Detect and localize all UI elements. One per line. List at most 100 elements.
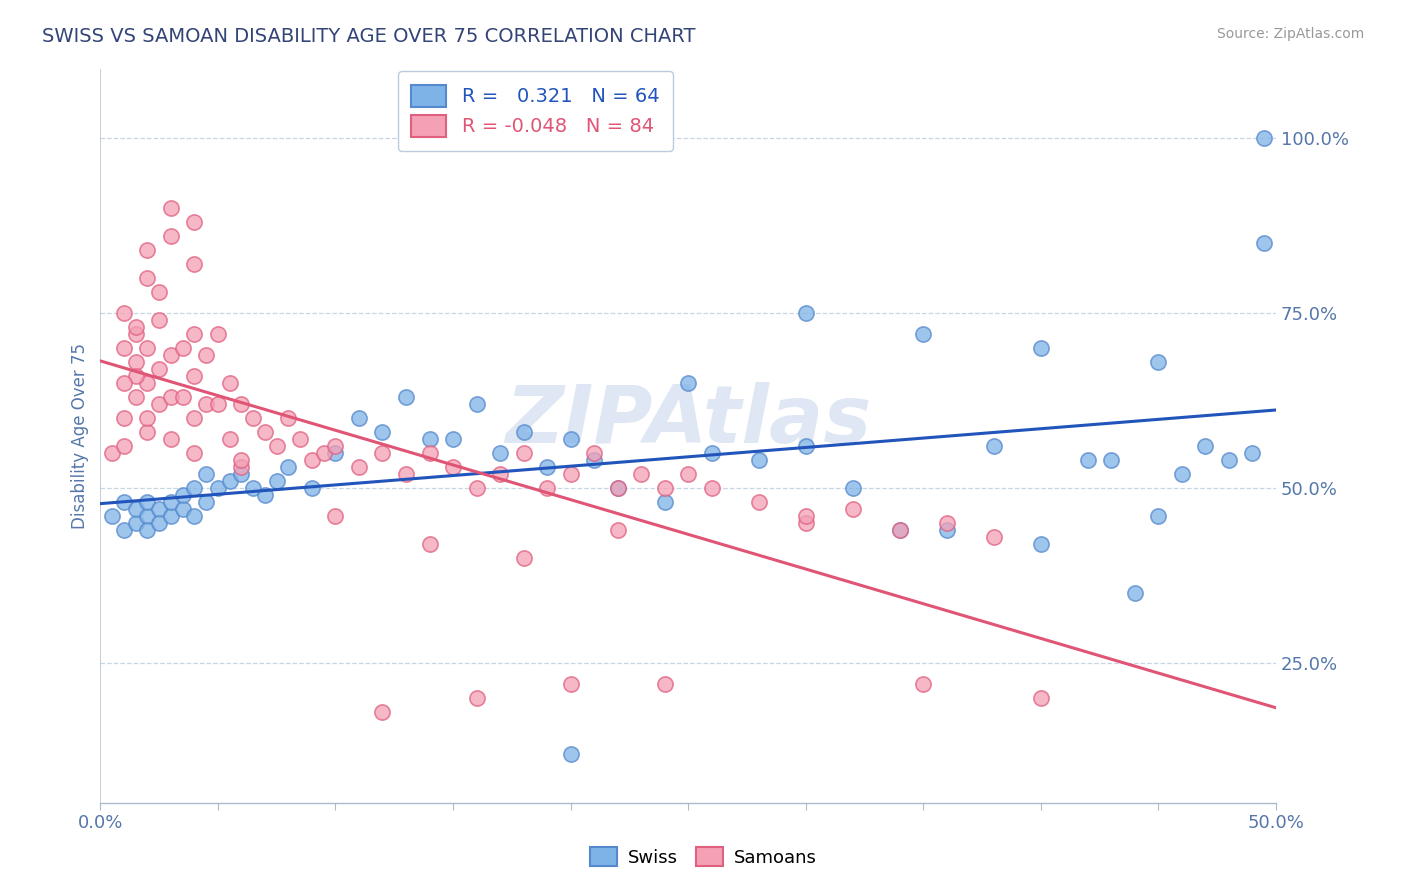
Point: [183, 369, 205, 384]
Point: [630, 467, 652, 481]
Point: [183, 257, 205, 271]
Point: [277, 411, 299, 425]
Point: [794, 516, 817, 530]
Point: [124, 390, 146, 404]
Point: [136, 271, 159, 285]
Point: [253, 488, 276, 502]
Point: [512, 550, 534, 565]
Point: [242, 481, 264, 495]
Point: [183, 411, 205, 425]
Point: [266, 474, 288, 488]
Point: [242, 411, 264, 425]
Point: [654, 677, 676, 691]
Point: [1147, 508, 1170, 523]
Point: [983, 530, 1005, 544]
Point: [148, 285, 170, 300]
Point: [112, 411, 135, 425]
Point: [512, 425, 534, 439]
Point: [912, 327, 935, 342]
Point: [136, 376, 159, 391]
Point: [1029, 690, 1052, 705]
Point: [654, 481, 676, 495]
Point: [395, 390, 418, 404]
Point: [935, 523, 957, 537]
Point: [231, 453, 253, 467]
Point: [290, 432, 312, 446]
Point: [124, 516, 146, 530]
Point: [560, 467, 582, 481]
Point: [418, 446, 440, 460]
Point: [231, 397, 253, 411]
Point: [218, 432, 240, 446]
Point: [441, 432, 464, 446]
Point: [536, 460, 558, 475]
Point: [1194, 439, 1216, 453]
Point: [112, 306, 135, 320]
Point: [195, 467, 218, 481]
Point: [560, 432, 582, 446]
Point: [148, 397, 170, 411]
Point: [195, 348, 218, 362]
Point: [101, 446, 124, 460]
Point: [136, 341, 159, 355]
Point: [441, 460, 464, 475]
Point: [124, 369, 146, 384]
Point: [371, 425, 394, 439]
Point: [794, 439, 817, 453]
Point: [183, 327, 205, 342]
Point: [748, 453, 770, 467]
Point: [583, 453, 606, 467]
Point: [183, 481, 205, 495]
Point: [418, 432, 440, 446]
Point: [1253, 236, 1275, 251]
Point: [606, 481, 628, 495]
Point: [1253, 131, 1275, 145]
Point: [136, 495, 159, 509]
Point: [889, 523, 911, 537]
Point: [676, 467, 699, 481]
Point: [136, 244, 159, 258]
Point: [231, 460, 253, 475]
Point: [277, 460, 299, 475]
Point: [347, 460, 370, 475]
Point: [160, 390, 183, 404]
Point: [654, 495, 676, 509]
Point: [1077, 453, 1099, 467]
Point: [842, 481, 865, 495]
Point: [148, 516, 170, 530]
Point: [207, 397, 229, 411]
Point: [183, 508, 205, 523]
Point: [301, 481, 323, 495]
Point: [512, 446, 534, 460]
Point: [1029, 341, 1052, 355]
Point: [1171, 467, 1194, 481]
Point: [1029, 537, 1052, 551]
Point: [124, 355, 146, 369]
Point: [124, 327, 146, 342]
Point: [301, 453, 323, 467]
Legend: Swiss, Samoans: Swiss, Samoans: [582, 840, 824, 874]
Point: [489, 446, 512, 460]
Point: [112, 341, 135, 355]
Point: [325, 446, 347, 460]
Point: [700, 481, 723, 495]
Point: [136, 508, 159, 523]
Point: [218, 474, 240, 488]
Point: [842, 502, 865, 516]
Point: [160, 432, 183, 446]
Point: [465, 690, 488, 705]
Point: [935, 516, 957, 530]
Point: [1099, 453, 1122, 467]
Point: [136, 523, 159, 537]
Point: [195, 397, 218, 411]
Point: [172, 502, 194, 516]
Point: [266, 439, 288, 453]
Point: [889, 523, 911, 537]
Point: [112, 376, 135, 391]
Point: [1147, 355, 1170, 369]
Point: [195, 495, 218, 509]
Point: [1123, 586, 1146, 600]
Text: Source: ZipAtlas.com: Source: ZipAtlas.com: [1216, 27, 1364, 41]
Point: [371, 705, 394, 719]
Point: [172, 390, 194, 404]
